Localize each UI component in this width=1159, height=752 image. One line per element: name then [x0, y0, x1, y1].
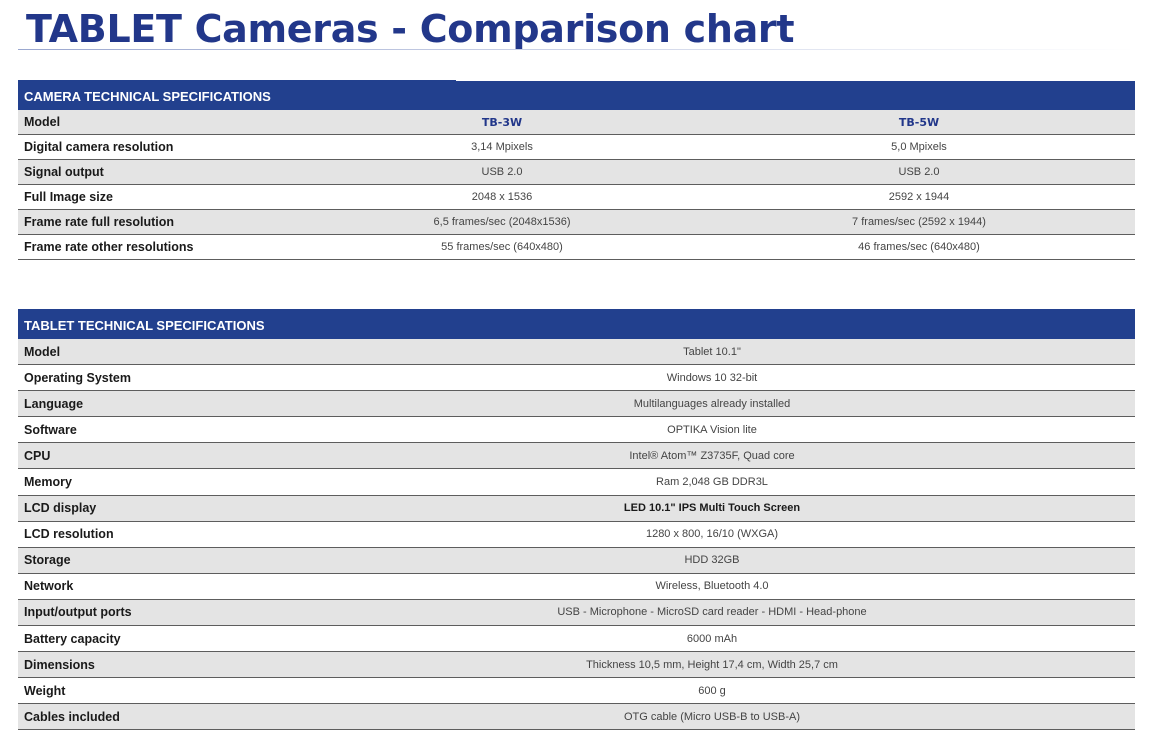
row-value: OPTIKA Vision lite	[667, 423, 757, 436]
table-row: Digital camera resolution 3,14 Mpixels 5…	[18, 135, 1135, 160]
row-value: Windows 10 32-bit	[666, 371, 758, 384]
row-label: Model	[24, 115, 61, 129]
table-row: Language Multilanguages already installe…	[18, 391, 1135, 418]
row-label: Full Image size	[24, 190, 113, 204]
row-label: Weight	[24, 683, 66, 698]
row-label: Storage	[24, 553, 71, 568]
table-row: Frame rate full resolution 6,5 frames/se…	[18, 210, 1135, 235]
row-label: Input/output ports	[24, 605, 132, 620]
tb5w-value: USB 2.0	[898, 166, 940, 178]
row-value: Multilanguages already installed	[633, 397, 791, 410]
tb3w-value: 55 frames/sec (640x480)	[441, 241, 563, 253]
row-value: Intel® Atom™ Z3735F, Quad core	[629, 449, 795, 462]
row-label: Frame rate full resolution	[24, 215, 175, 229]
row-value: HDD 32GB	[684, 554, 740, 567]
table-row-model: Model TB-3W TB-5W	[18, 110, 1135, 135]
model-tb5w-header: TB-5W	[898, 115, 940, 129]
table-row: Storage HDD 32GB	[18, 547, 1135, 574]
tablet-specs-table: TABLET TECHNICAL SPECIFICATIONS Model Ta…	[18, 309, 1135, 731]
table-row: Full Image size 2048 x 1536 2592 x 1944	[18, 185, 1135, 210]
row-label: LCD display	[24, 501, 97, 516]
tb5w-value: 7 frames/sec (2592 x 1944)	[852, 216, 986, 228]
row-value: Tablet 10.1"	[683, 345, 741, 358]
row-label: Digital camera resolution	[24, 140, 174, 154]
table-row: CPU Intel® Atom™ Z3735F, Quad core	[18, 443, 1135, 470]
table-row: Dimensions Thickness 10,5 mm, Height 17,…	[18, 652, 1135, 679]
tb3w-value: 6,5 frames/sec (2048x1536)	[433, 216, 571, 228]
tb5w-value: 2592 x 1944	[888, 191, 950, 203]
row-value: OTG cable (Micro USB-B to USB-A)	[623, 710, 801, 723]
row-label: Language	[24, 396, 84, 411]
row-label: Software	[24, 422, 77, 437]
tb5w-value: 5,0 Mpixels	[891, 141, 947, 153]
camera-specs-table: CAMERA TECHNICAL SPECIFICATIONS Model TB…	[18, 80, 1135, 260]
camera-specs-title: CAMERA TECHNICAL SPECIFICATIONS	[24, 89, 271, 104]
row-label: Frame rate other resolutions	[24, 240, 194, 254]
table-row: Frame rate other resolutions 55 frames/s…	[18, 235, 1135, 260]
table-row: Operating System Windows 10 32-bit	[18, 365, 1135, 392]
row-label: Model	[24, 344, 61, 359]
table-row: Input/output ports USB - Microphone - Mi…	[18, 599, 1135, 627]
row-label: Signal output	[24, 165, 104, 179]
table-row: Model Tablet 10.1"	[18, 339, 1135, 366]
row-label: Battery capacity	[24, 631, 121, 646]
page-title: TABLET Cameras - Comparison chart	[26, 7, 795, 51]
row-label: Operating System	[24, 370, 131, 385]
tb3w-value: USB 2.0	[481, 166, 523, 178]
row-label: Cables included	[24, 709, 120, 724]
row-label: Network	[24, 579, 74, 594]
tb3w-value: 3,14 Mpixels	[471, 141, 533, 153]
table-row: LCD display LED 10.1" IPS Multi Touch Sc…	[18, 495, 1135, 522]
table-row: Network Wireless, Bluetooth 4.0	[18, 574, 1135, 600]
row-value: Ram 2,048 GB DDR3L	[656, 476, 768, 489]
table-row: Weight 600 g	[18, 678, 1135, 705]
table-row: Signal output USB 2.0 USB 2.0	[18, 160, 1135, 185]
tb3w-value: 2048 x 1536	[471, 191, 533, 203]
row-value: Wireless, Bluetooth 4.0	[655, 580, 769, 593]
row-value: LED 10.1" IPS Multi Touch Screen	[623, 502, 801, 515]
row-value: 6000 mAh	[686, 632, 738, 645]
table-row: Memory Ram 2,048 GB DDR3L	[18, 469, 1135, 496]
row-value: Thickness 10,5 mm, Height 17,4 cm, Width…	[586, 658, 838, 671]
camera-specs-header: CAMERA TECHNICAL SPECIFICATIONS	[18, 80, 1135, 110]
row-label: LCD resolution	[24, 527, 114, 542]
row-value: 1280 x 800, 16/10 (WXGA)	[645, 528, 779, 541]
header-top-line	[456, 80, 1135, 81]
tablet-specs-title: TABLET TECHNICAL SPECIFICATIONS	[24, 318, 265, 333]
model-tb3w-header: TB-3W	[481, 115, 523, 129]
row-value: 600 g	[698, 684, 726, 697]
table-row: Cables included OTG cable (Micro USB-B t…	[18, 704, 1135, 731]
row-value: USB - Microphone - MicroSD card reader -…	[557, 606, 867, 619]
table-row: Software OPTIKA Vision lite	[18, 417, 1135, 444]
title-divider	[18, 49, 1135, 50]
tb5w-value: 46 frames/sec (640x480)	[858, 241, 980, 253]
row-label: CPU	[24, 448, 51, 463]
table-row: LCD resolution 1280 x 800, 16/10 (WXGA)	[18, 522, 1135, 548]
tablet-specs-header: TABLET TECHNICAL SPECIFICATIONS	[18, 309, 1135, 339]
row-label: Memory	[24, 475, 72, 490]
table-row: Battery capacity 6000 mAh	[18, 626, 1135, 653]
row-label: Dimensions	[24, 657, 95, 672]
